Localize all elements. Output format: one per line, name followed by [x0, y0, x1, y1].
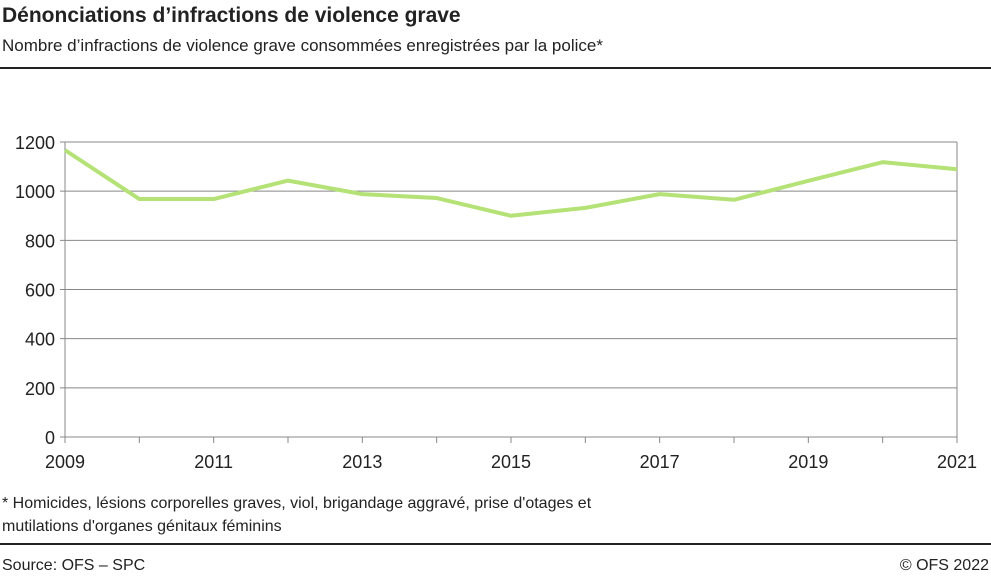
line-chart: 0 200 400 600 800 1000 1200 2009 2011 2013 2015 201…: [15, 133, 977, 472]
y-tick-label: 1000: [15, 182, 55, 202]
y-tick-label: 0: [45, 428, 55, 448]
chart-subtitle: Nombre d’infractions de violence grave c…: [2, 36, 603, 55]
copyright: © OFS 2022: [899, 557, 989, 574]
footnote: * Homicides, lésions corporelles graves,…: [2, 492, 591, 538]
x-tick-label: 2015: [491, 452, 531, 472]
source: Source: OFS – SPC: [2, 557, 146, 574]
divider: [0, 67, 991, 69]
y-tick-label: 400: [25, 330, 55, 350]
x-tick-label: 2017: [640, 452, 680, 472]
footnote-line: * Homicides, lésions corporelles graves,…: [2, 495, 592, 512]
x-tick-label: 2011: [194, 452, 233, 472]
chart-title: Dénonciations d’infractions de violence …: [2, 4, 461, 27]
x-tick-label: 2019: [788, 452, 828, 472]
data-line: [63, 148, 958, 218]
x-tick-label: 2009: [45, 452, 85, 472]
footnote-line: mutilations d'organes génitaux féminins: [2, 518, 282, 535]
divider: [0, 543, 991, 545]
x-tick-label: 2013: [342, 452, 382, 472]
y-tick-label: 200: [25, 379, 55, 399]
y-tick-label: 800: [25, 231, 55, 251]
y-tick-label: 1200: [15, 133, 55, 153]
y-tick-label: 600: [25, 281, 55, 301]
x-tick-label: 2021: [937, 452, 977, 472]
